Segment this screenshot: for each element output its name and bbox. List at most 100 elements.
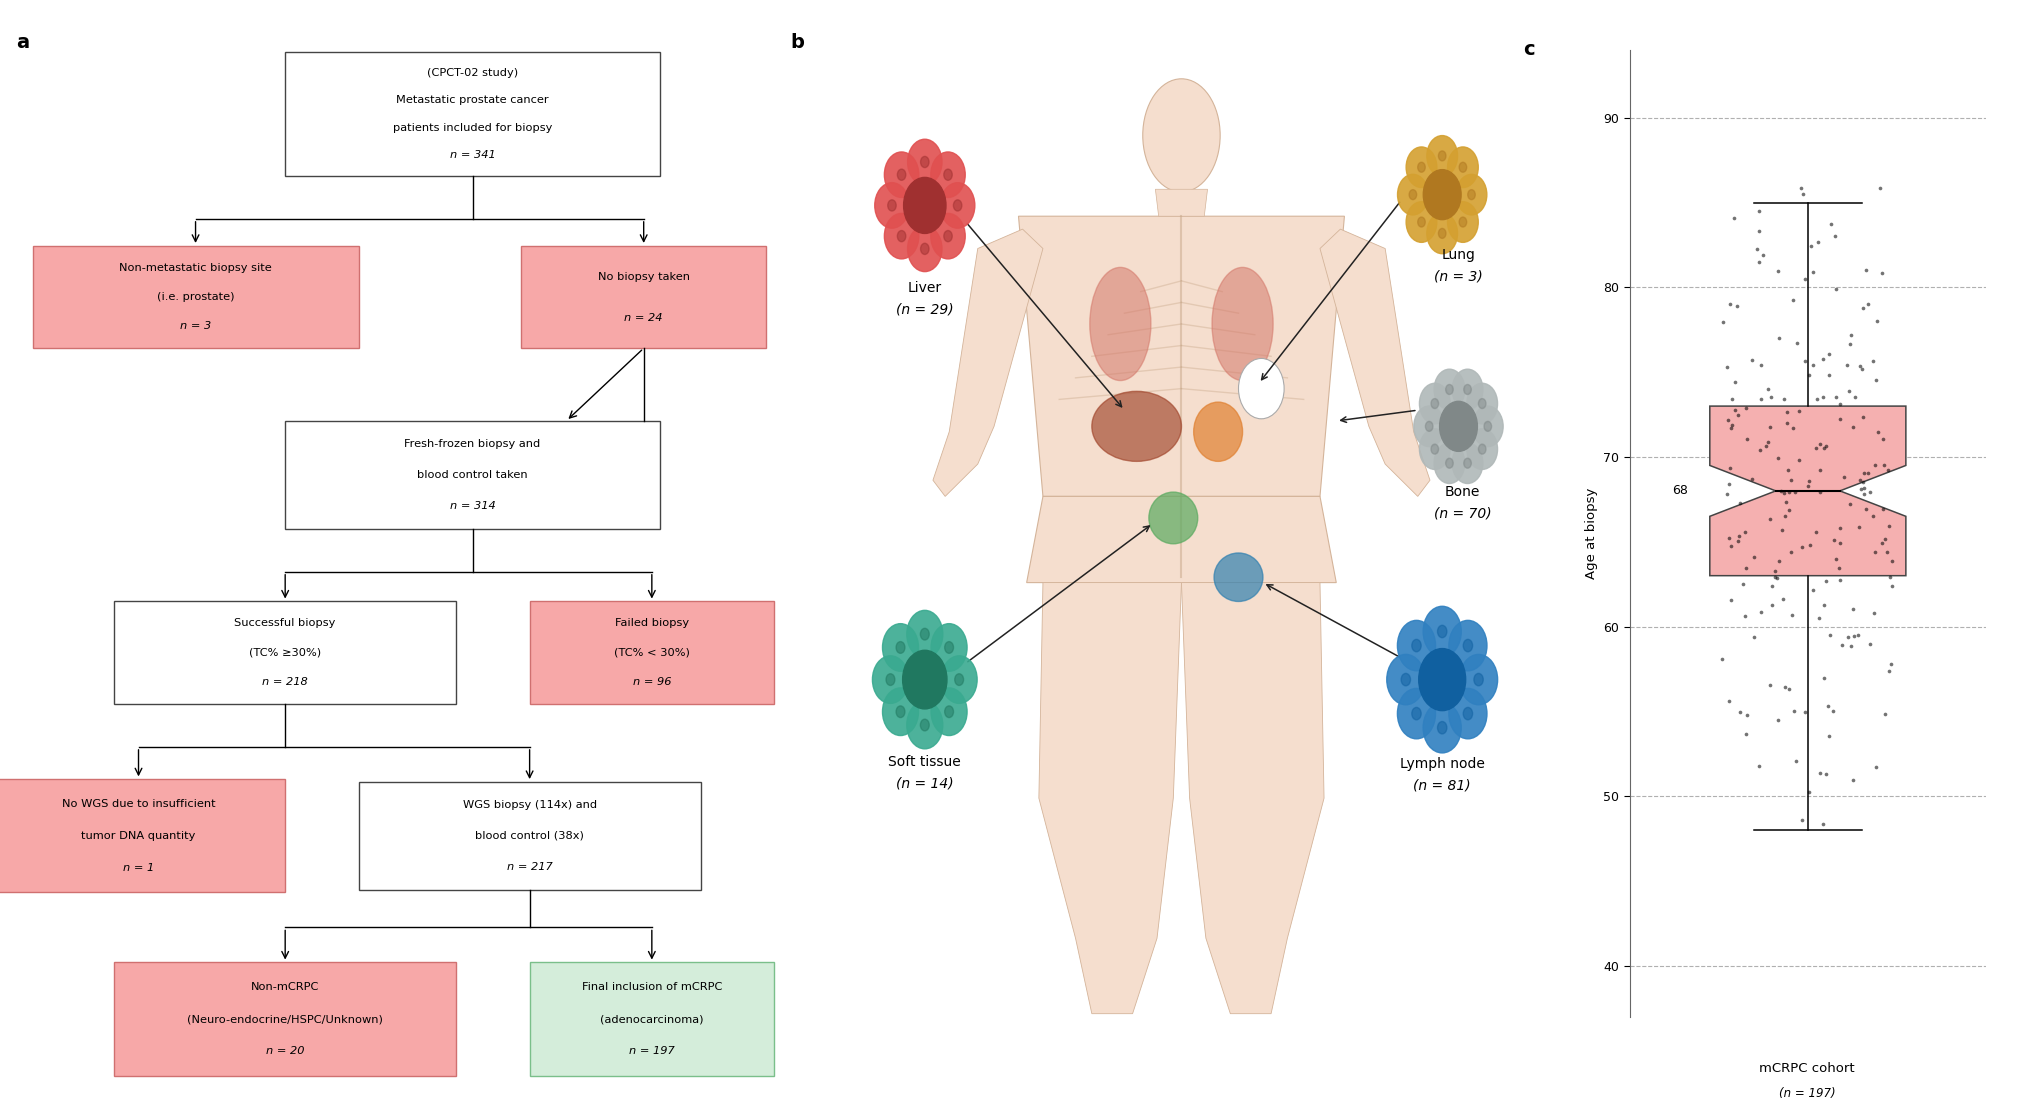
Text: Metastatic prostate cancer: Metastatic prostate cancer xyxy=(397,96,548,106)
Point xyxy=(1870,530,1903,548)
Circle shape xyxy=(943,230,951,242)
Text: n = 1: n = 1 xyxy=(122,863,155,873)
Point xyxy=(1819,227,1852,244)
Point xyxy=(1817,531,1850,549)
Ellipse shape xyxy=(1424,702,1461,753)
Point xyxy=(1762,711,1795,729)
Text: n = 341: n = 341 xyxy=(450,150,495,160)
Point xyxy=(1797,581,1829,599)
Point xyxy=(1835,327,1868,344)
Point xyxy=(1711,358,1744,376)
Point xyxy=(1809,572,1841,590)
Point xyxy=(1846,360,1878,378)
Point xyxy=(1736,470,1768,488)
Point xyxy=(1793,536,1825,553)
Point xyxy=(1831,628,1864,645)
Point xyxy=(1788,270,1821,288)
Point xyxy=(1752,433,1784,451)
Text: 68: 68 xyxy=(1672,484,1689,498)
Ellipse shape xyxy=(931,688,968,735)
Point xyxy=(1744,441,1776,459)
Point xyxy=(1807,815,1839,833)
Point xyxy=(1713,296,1746,313)
Point xyxy=(1744,758,1776,775)
Text: (n = 81): (n = 81) xyxy=(1414,779,1471,792)
Text: blood control (38x): blood control (38x) xyxy=(475,831,585,841)
Point xyxy=(1819,280,1852,298)
Point xyxy=(1848,479,1880,497)
Text: Lymph node: Lymph node xyxy=(1399,757,1485,771)
Point xyxy=(1762,262,1795,280)
Circle shape xyxy=(1238,359,1283,419)
Polygon shape xyxy=(1155,189,1208,217)
Point xyxy=(1852,464,1884,482)
Ellipse shape xyxy=(1452,443,1483,483)
Text: tumor DNA quantity: tumor DNA quantity xyxy=(81,831,196,841)
Text: Final inclusion of mCRPC: Final inclusion of mCRPC xyxy=(583,982,721,992)
Point xyxy=(1750,438,1782,456)
Text: n = 96: n = 96 xyxy=(634,677,670,687)
Point xyxy=(1770,402,1803,420)
Point xyxy=(1870,543,1903,561)
Point xyxy=(1711,411,1744,429)
Text: c: c xyxy=(1524,40,1534,59)
Point xyxy=(1754,418,1786,436)
Point xyxy=(1768,678,1801,695)
Circle shape xyxy=(1463,639,1473,652)
Point xyxy=(1762,569,1795,587)
Point xyxy=(1727,575,1760,593)
Point xyxy=(1868,705,1901,723)
Point xyxy=(1736,351,1768,369)
Ellipse shape xyxy=(1448,202,1479,242)
Point xyxy=(1778,483,1811,501)
Point xyxy=(1825,635,1858,653)
Point xyxy=(1823,520,1856,538)
Point xyxy=(1721,532,1754,550)
Point xyxy=(1782,402,1815,420)
Polygon shape xyxy=(1018,217,1344,497)
Circle shape xyxy=(1432,399,1438,409)
Point xyxy=(1846,480,1878,498)
FancyBboxPatch shape xyxy=(114,601,456,704)
Point xyxy=(1876,578,1909,595)
Point xyxy=(1872,662,1905,680)
Point xyxy=(1803,434,1835,452)
Circle shape xyxy=(953,200,961,211)
Circle shape xyxy=(898,230,906,242)
Point xyxy=(1715,537,1748,554)
Point xyxy=(1866,430,1898,448)
Point xyxy=(1860,371,1892,389)
Point xyxy=(1835,600,1868,618)
Ellipse shape xyxy=(906,701,943,749)
Circle shape xyxy=(921,719,929,731)
Point xyxy=(1793,783,1825,801)
Point xyxy=(1874,517,1907,534)
Point xyxy=(1784,811,1817,829)
Point xyxy=(1784,179,1817,197)
Text: Successful biopsy: Successful biopsy xyxy=(234,619,336,629)
Circle shape xyxy=(1463,708,1473,720)
Ellipse shape xyxy=(909,226,941,271)
Point xyxy=(1813,625,1846,643)
Point xyxy=(1774,471,1807,489)
Text: Fresh-frozen biopsy and: Fresh-frozen biopsy and xyxy=(405,439,540,449)
Point xyxy=(1866,264,1898,282)
Point xyxy=(1715,390,1748,408)
Point xyxy=(1715,417,1748,434)
Point xyxy=(1707,313,1740,331)
Text: n = 218: n = 218 xyxy=(263,677,308,687)
Point xyxy=(1766,590,1799,608)
Point xyxy=(1807,350,1839,368)
Point xyxy=(1715,420,1748,438)
Point xyxy=(1805,483,1837,501)
Point xyxy=(1858,604,1890,622)
Point xyxy=(1817,702,1850,720)
Circle shape xyxy=(955,673,964,685)
FancyBboxPatch shape xyxy=(0,779,285,892)
Point xyxy=(1868,457,1901,474)
Text: (TC% ≥30%): (TC% ≥30%) xyxy=(249,648,322,658)
Point xyxy=(1876,655,1909,673)
Point xyxy=(1756,388,1788,406)
Point xyxy=(1752,380,1784,398)
Point xyxy=(1821,550,1854,568)
